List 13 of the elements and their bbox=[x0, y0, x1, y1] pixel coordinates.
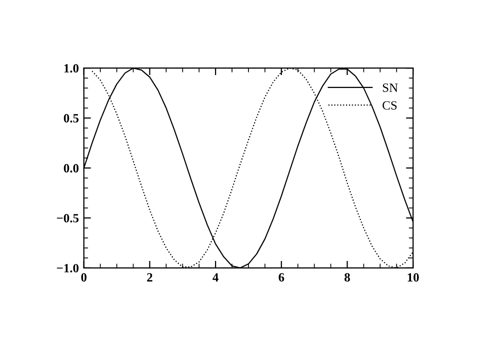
x-tick-label: 2 bbox=[147, 273, 152, 282]
x-tick-label: 0 bbox=[81, 273, 87, 282]
y-tick-label: −1.0 bbox=[56, 264, 79, 272]
y-tick-label: 1.0 bbox=[64, 64, 79, 73]
x-tick-label: 10 bbox=[408, 273, 419, 282]
x-tick-label: 4 bbox=[212, 273, 218, 282]
legend-label: SN bbox=[382, 84, 398, 92]
x-tick-label: 6 bbox=[278, 273, 284, 282]
legend-label: CS bbox=[382, 101, 397, 110]
y-tick-label: −0.5 bbox=[56, 214, 79, 222]
y-tick-label: 0.5 bbox=[64, 114, 79, 123]
y-tick-label: 0.0 bbox=[64, 164, 79, 173]
x-tick-label: 8 bbox=[344, 273, 350, 282]
